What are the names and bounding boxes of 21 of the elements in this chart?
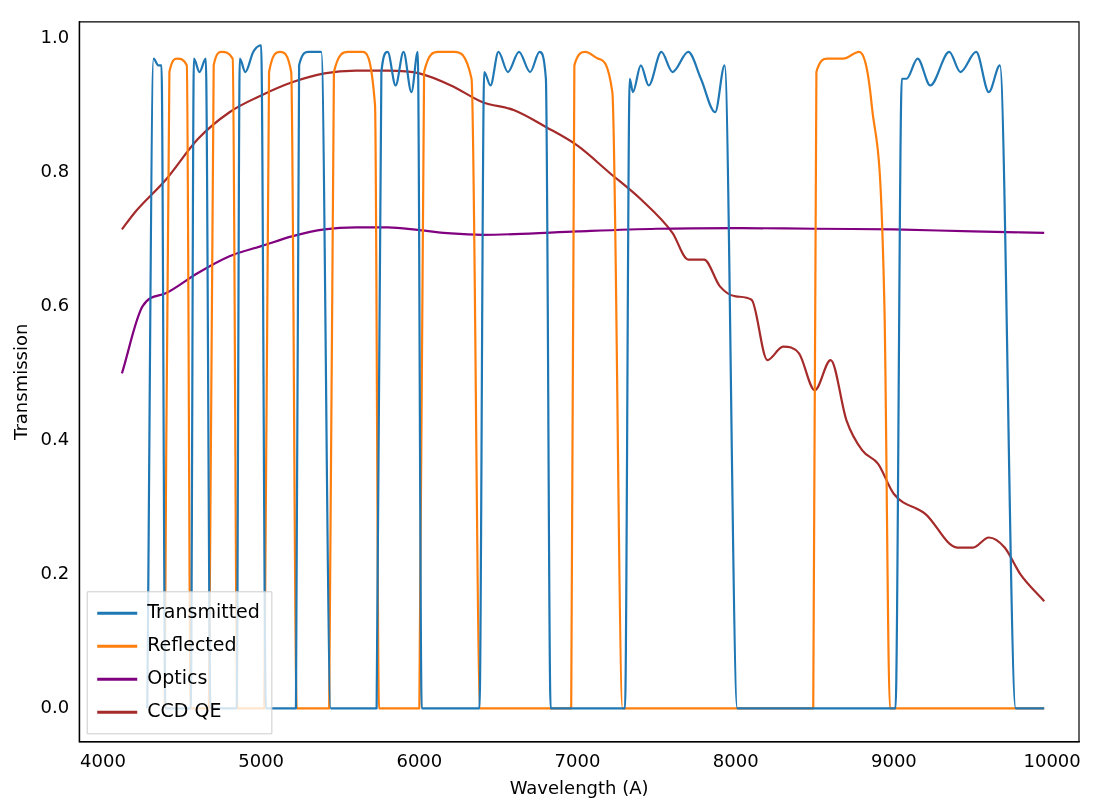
x-tick-label: 4000 [80,750,126,772]
x-axis-title: Wavelength (A) [509,776,649,798]
legend-label: CCD QE [147,699,222,722]
line-series [120,226,1046,375]
x-tick-label: 8000 [712,750,759,772]
legend-label: Transmitted [146,600,260,623]
legend-label: Reflected [147,633,237,656]
x-tick-label: 7000 [554,750,601,772]
y-axis-title: Transmission [10,323,32,441]
y-tick-label: 0.8 [40,160,70,182]
y-tick-label: 0.2 [40,562,70,584]
y-tick-label: 0.6 [40,294,70,316]
y-tick-label: 0.4 [40,428,70,450]
legend-label: Optics [147,666,208,689]
x-tick-label: 10000 [1023,750,1081,772]
x-tick-label: 5000 [238,750,285,772]
x-tick-label: 9000 [871,750,917,772]
y-tick-label: 0.0 [40,695,70,717]
x-tick-label: 6000 [396,750,443,772]
line-series [120,69,1046,603]
y-tick-label: 1.0 [40,26,70,48]
